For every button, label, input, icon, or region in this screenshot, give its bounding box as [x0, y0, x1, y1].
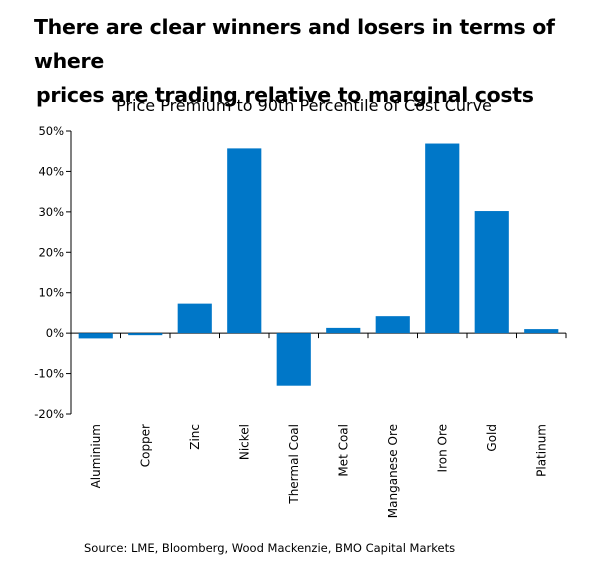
- x-tick-label: Iron Ore: [435, 424, 449, 472]
- x-tick-label: Platinum: [534, 424, 548, 477]
- bar-gold: [474, 211, 509, 334]
- plot-area: 50% 40% 30% 20% 10% 0% -10% -20% Aluminium Copper…: [34, 124, 567, 518]
- source-note: Source: LME, Bloomberg, Wood Mackenzie, …: [84, 541, 456, 555]
- x-tick-label: Met Coal: [336, 424, 350, 477]
- x-tick-label: Zinc: [188, 424, 202, 450]
- y-tick-label: -10%: [34, 367, 64, 381]
- x-tick-label: Aluminium: [89, 424, 103, 488]
- bar-met-coal: [326, 327, 361, 334]
- y-tick-label: 50%: [38, 124, 64, 138]
- bar-thermal-coal: [276, 333, 311, 386]
- headline-line-1: There are clear winners and losers in te…: [34, 15, 555, 73]
- bar-chart: Price Premium to 90th Percentile of Cost…: [34, 96, 567, 518]
- y-tick-label: 30%: [38, 205, 64, 219]
- chart-title: Price Premium to 90th Percentile of Cost…: [116, 96, 492, 115]
- x-tick-label: Nickel: [237, 424, 251, 460]
- bar-iron-ore: [425, 143, 460, 334]
- headline: There are clear winners and losers in te…: [34, 10, 586, 112]
- y-tick-label: 0%: [46, 326, 64, 340]
- headline-line-2: prices are trading relative to marginal …: [36, 83, 534, 107]
- y-tick-label: 10%: [38, 286, 64, 300]
- y-tick-label: 40%: [38, 164, 64, 178]
- y-tick-label: -20%: [34, 407, 64, 421]
- bar-aluminium: [78, 333, 113, 339]
- x-tick-label: Copper: [138, 424, 152, 467]
- x-tick-label: Thermal Coal: [287, 424, 301, 505]
- x-tick-label: Manganese Ore: [386, 424, 400, 518]
- x-tick-label: Gold: [485, 424, 499, 452]
- y-tick-label: 20%: [38, 245, 64, 259]
- bar-platinum: [524, 329, 559, 334]
- bar-copper: [128, 333, 163, 336]
- bar-zinc: [177, 303, 212, 334]
- bar-manganese-ore: [375, 316, 410, 334]
- bar-nickel: [227, 148, 262, 334]
